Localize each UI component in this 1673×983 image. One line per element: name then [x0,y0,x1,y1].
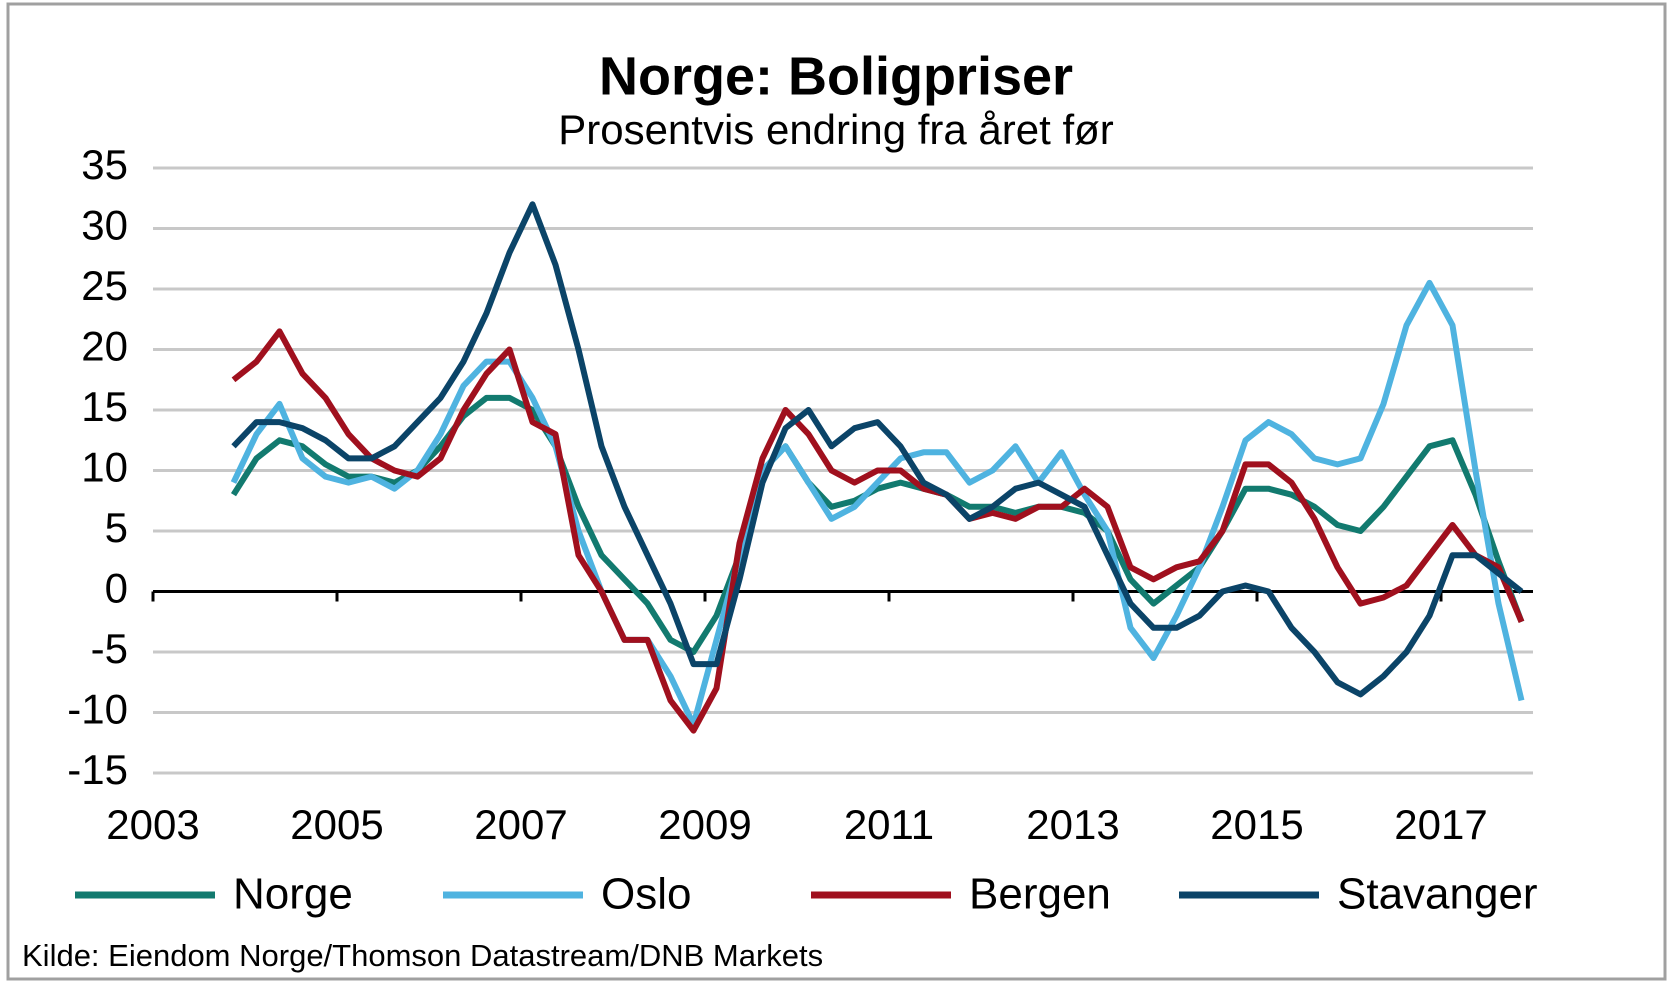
series-line [231,328,1525,734]
y-tick-label: -15 [67,746,128,793]
x-tick-label: 2009 [658,801,751,848]
chart-title: Norge: Boligpriser [599,46,1073,106]
x-tick-label: 2003 [106,801,199,848]
y-tick-label: 15 [81,383,128,430]
x-tick-label: 2011 [844,801,934,848]
y-tick-label: 35 [81,141,128,188]
y-tick-label: 30 [81,202,128,249]
y-tick-label: -10 [67,686,128,733]
x-tick-label: 2015 [1210,801,1303,848]
y-tick-label: 10 [81,444,128,491]
legend-label: Norge [233,870,353,919]
x-tick-label: 2005 [290,801,383,848]
y-tick-label: 5 [105,504,128,551]
x-tick-label: 2013 [1026,801,1119,848]
x-tick-label: 2007 [474,801,567,848]
chart-subtitle: Prosentvis endring fra året før [558,106,1114,153]
legend-label: Oslo [601,870,691,919]
x-tick-label: 2017 [1394,801,1487,848]
y-tick-label: 25 [81,262,128,309]
series-line [231,201,1524,698]
y-tick-label: 0 [105,565,128,612]
legend-label: Bergen [969,870,1111,919]
source-note: Kilde: Eiendom Norge/Thomson Datastream/… [22,938,823,973]
series-line [230,279,1525,728]
y-tick-label: -5 [91,625,128,672]
legend-label: Stavanger [1337,870,1538,919]
y-tick-label: 20 [81,323,128,370]
